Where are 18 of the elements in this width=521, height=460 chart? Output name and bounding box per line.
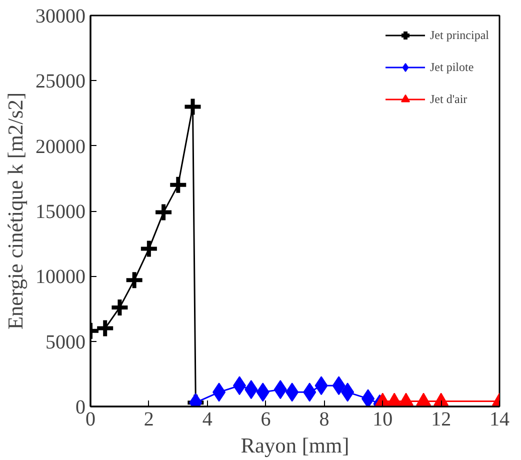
y-tick-label: 20000 <box>36 136 86 158</box>
y-tick-label: 30000 <box>36 6 86 28</box>
y-axis-title: Energie cinétique k [m2/s2] <box>4 92 28 330</box>
legend-label: Jet pilote <box>430 60 474 74</box>
y-tick-label: 15000 <box>36 201 86 223</box>
x-axis-title: Rayon [mm] <box>240 434 350 458</box>
x-tick-label: 14 <box>490 408 510 430</box>
x-tick-label: 4 <box>202 408 212 430</box>
x-tick-label: 8 <box>319 408 330 430</box>
legend-label: Jet principal <box>430 28 489 42</box>
legend-label: Jet d'air <box>430 92 468 106</box>
y-tick-label: 5000 <box>46 331 86 354</box>
x-tick-label: 12 <box>431 408 452 430</box>
x-tick-label: 6 <box>260 408 271 430</box>
x-tick-label: 2 <box>144 408 154 430</box>
y-tick-label: 25000 <box>36 70 86 93</box>
x-tick-label: 10 <box>372 408 393 430</box>
y-tick-label: 10000 <box>36 266 86 288</box>
